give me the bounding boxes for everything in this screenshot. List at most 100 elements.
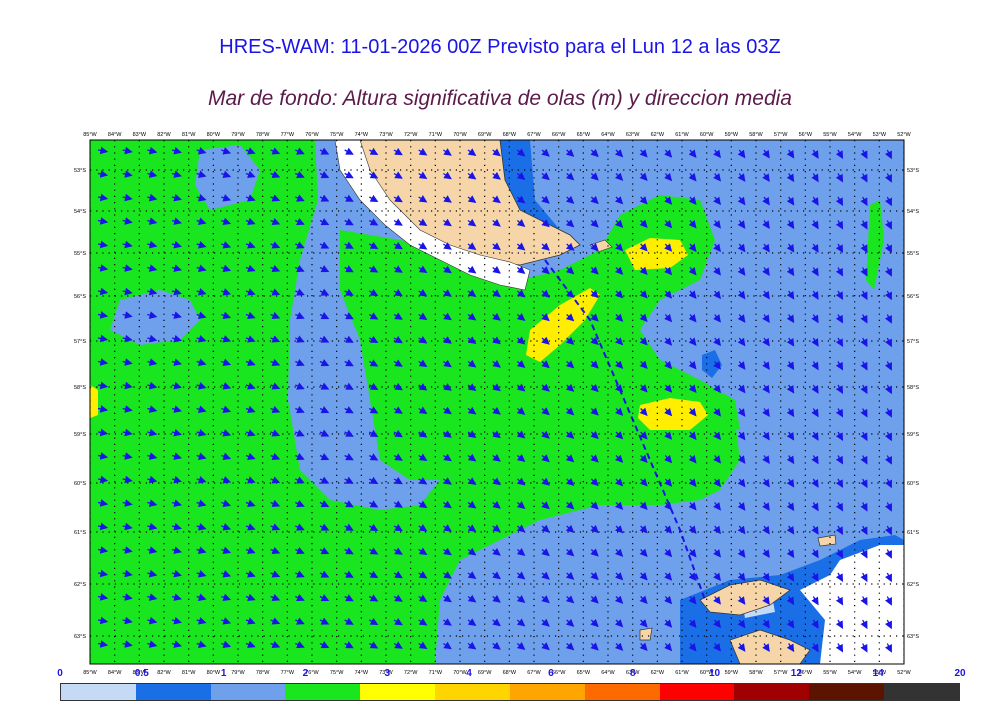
direction-arrow xyxy=(344,194,354,202)
lon-label-top: 56°W xyxy=(799,132,813,138)
direction-arrow xyxy=(295,358,305,367)
direction-arrow xyxy=(811,384,819,394)
direction-arrow xyxy=(467,500,477,509)
direction-arrow xyxy=(319,288,330,296)
lat-label-left: 59°S xyxy=(74,432,86,438)
direction-arrow xyxy=(786,314,795,324)
direction-arrow xyxy=(171,240,182,249)
direction-arrow xyxy=(614,548,624,557)
direction-arrow xyxy=(516,313,526,321)
lon-label-top: 76°W xyxy=(305,132,319,138)
direction-arrow xyxy=(122,358,133,366)
direction-arrow xyxy=(147,146,158,155)
lon-label-bottom: 85°W xyxy=(83,670,97,676)
direction-arrow xyxy=(835,643,844,653)
direction-arrow xyxy=(221,593,232,601)
direction-arrow xyxy=(122,146,133,155)
direction-arrow xyxy=(492,383,501,392)
direction-arrow xyxy=(196,335,207,343)
direction-arrow xyxy=(786,431,795,441)
direction-arrow xyxy=(614,313,624,322)
direction-arrow xyxy=(147,546,158,554)
direction-arrow xyxy=(270,358,281,367)
direction-arrow xyxy=(835,502,844,512)
direction-arrow xyxy=(442,195,452,203)
direction-arrow xyxy=(688,384,697,393)
lat-label-right: 55°S xyxy=(907,251,919,257)
direction-arrow xyxy=(467,218,477,227)
direction-arrow xyxy=(516,360,526,368)
lat-label-right: 62°S xyxy=(907,582,919,588)
direction-arrow xyxy=(516,430,526,439)
direction-arrow xyxy=(639,572,648,581)
lon-label-top: 53°W xyxy=(873,132,887,138)
lon-label-top: 58°W xyxy=(749,132,763,138)
direction-arrow xyxy=(319,429,330,437)
lon-label-top: 65°W xyxy=(577,132,591,138)
direction-arrow xyxy=(664,337,673,346)
direction-arrow xyxy=(122,381,133,390)
lon-label-top: 54°W xyxy=(848,132,862,138)
direction-arrow xyxy=(97,193,109,202)
direction-arrow xyxy=(541,642,550,651)
direction-arrow xyxy=(319,617,330,625)
lat-label-right: 56°S xyxy=(907,294,919,300)
lat-label-left: 60°S xyxy=(74,481,86,487)
direction-arrow xyxy=(860,384,868,395)
direction-arrow xyxy=(221,405,232,413)
direction-arrow xyxy=(467,383,477,391)
direction-arrow xyxy=(319,194,330,202)
direction-arrow xyxy=(565,524,575,533)
direction-arrow xyxy=(639,266,648,276)
direction-arrow xyxy=(639,149,648,158)
direction-arrow xyxy=(737,408,746,417)
direction-arrow xyxy=(639,243,648,252)
direction-arrow xyxy=(467,148,477,156)
direction-arrow xyxy=(295,170,305,179)
lon-label-bottom: 78°W xyxy=(256,670,270,676)
direction-arrow xyxy=(442,477,452,485)
direction-arrow xyxy=(295,640,305,649)
direction-arrow xyxy=(884,572,892,583)
direction-arrow xyxy=(171,170,182,178)
direction-arrow xyxy=(811,525,819,535)
direction-arrow xyxy=(245,452,256,461)
direction-arrow xyxy=(319,570,330,578)
direction-arrow xyxy=(221,546,232,554)
colorbar-segment xyxy=(61,684,136,700)
direction-arrow xyxy=(344,171,354,179)
lat-label-right: 63°S xyxy=(907,634,919,640)
direction-arrow xyxy=(171,217,182,225)
direction-arrow xyxy=(786,408,795,418)
direction-arrow xyxy=(713,431,721,441)
lon-label-bottom: 70°W xyxy=(453,670,467,676)
lon-label-bottom: 68°W xyxy=(503,670,517,676)
direction-arrow xyxy=(516,501,526,509)
direction-arrow xyxy=(664,243,673,252)
direction-arrow xyxy=(319,241,330,249)
direction-arrow xyxy=(393,288,403,297)
direction-arrow xyxy=(614,642,624,651)
lon-label-bottom: 58°W xyxy=(749,670,763,676)
direction-arrow xyxy=(541,430,550,439)
direction-arrow xyxy=(245,194,256,202)
direction-arrow xyxy=(245,640,256,649)
direction-arrow xyxy=(442,406,452,415)
direction-arrow xyxy=(393,312,403,320)
direction-arrow xyxy=(590,524,599,534)
direction-arrow xyxy=(492,524,501,533)
direction-arrow xyxy=(860,314,868,324)
direction-arrow xyxy=(614,454,624,463)
direction-arrow xyxy=(147,381,158,390)
direction-arrow xyxy=(122,170,133,178)
direction-arrow xyxy=(590,501,599,510)
direction-arrow xyxy=(147,240,158,249)
direction-arrow xyxy=(762,196,770,206)
direction-arrow xyxy=(639,360,648,370)
direction-arrow xyxy=(393,570,403,579)
direction-arrow xyxy=(369,547,379,555)
lon-label-top: 67°W xyxy=(527,132,541,138)
direction-arrow xyxy=(369,312,379,320)
direction-arrow xyxy=(737,525,746,535)
lat-label-left: 56°S xyxy=(74,294,86,300)
